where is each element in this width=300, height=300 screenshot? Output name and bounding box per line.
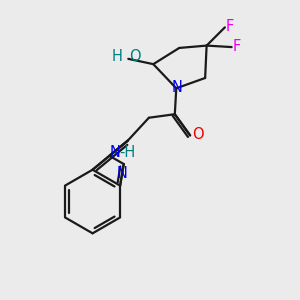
Text: N: N [109,145,120,160]
Text: F: F [226,19,234,34]
Text: H: H [112,49,122,64]
Text: F: F [233,39,241,54]
Text: O: O [193,127,204,142]
Text: O: O [129,49,140,64]
Text: N: N [171,80,182,94]
Text: -H: -H [120,145,136,160]
Text: N: N [117,166,128,181]
